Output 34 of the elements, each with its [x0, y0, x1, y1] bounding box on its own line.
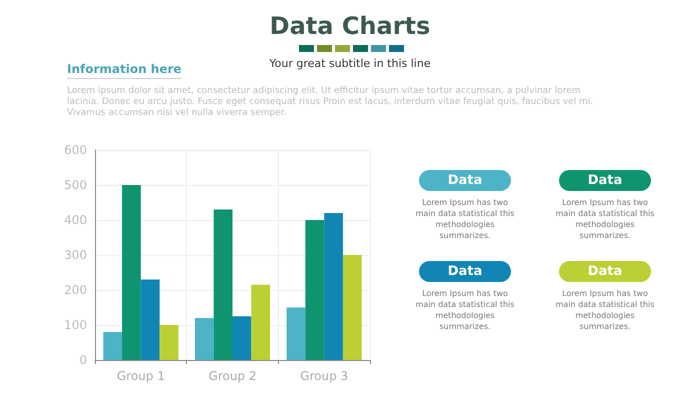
bar: [251, 284, 270, 360]
text: Data: [419, 170, 511, 191]
x-tick-label: Group 2: [208, 369, 256, 383]
y-tick-label: 100: [64, 318, 87, 332]
text: Data: [559, 170, 651, 191]
chart-title: Data Charts: [268, 12, 432, 40]
text: Lorem Ipsum has two main data statistical this methodologies summarizes.: [555, 288, 655, 332]
bar: [305, 220, 324, 360]
text: Data: [559, 261, 651, 282]
bar: [324, 213, 343, 360]
chart-subtitle: Your great subtitle in this line: [269, 57, 431, 70]
bar: [232, 316, 252, 360]
text: Lorem Ipsum has two main data statistical this methodologies summarizes.: [555, 197, 655, 241]
y-tick-label: 300: [64, 248, 87, 262]
y-tick-label: 0: [79, 353, 87, 367]
text: Lorem Ipsum has two main data statistical this methodologies summarizes.: [415, 288, 515, 332]
text: Data: [419, 261, 511, 282]
y-tick-label: 600: [64, 143, 87, 157]
bar: [160, 325, 178, 360]
text: Information here: [67, 62, 182, 79]
y-tick-label: 500: [64, 178, 87, 192]
bar: [214, 210, 232, 360]
y-tick-label: 200: [64, 283, 87, 297]
x-tick-label: Group 1: [116, 369, 165, 383]
bar: [194, 318, 214, 360]
text: Lorem Ipsum has two main data statistical this methodologies summarizes.: [415, 197, 515, 241]
text: Lorem ipsum dolor sit amet, consectetur adipiscing elit. Ut efficitur ipsum vitae tortor accumsan, a pulvinar lorem lacinia. Donec eu arcu justo. Fusce eget consequat risus Proin est lacus, interdum vitae feugiat quis, faucibus vel mi. Vivamus accumsan nisi vel nulla viverra semper.: [67, 86, 594, 119]
bar: [140, 280, 160, 360]
x-tick-label: Group 3: [300, 369, 348, 383]
bar: [342, 255, 362, 360]
bar: [286, 308, 306, 360]
bar: [122, 185, 141, 360]
y-tick-label: 400: [64, 213, 87, 227]
bar: [103, 332, 122, 360]
